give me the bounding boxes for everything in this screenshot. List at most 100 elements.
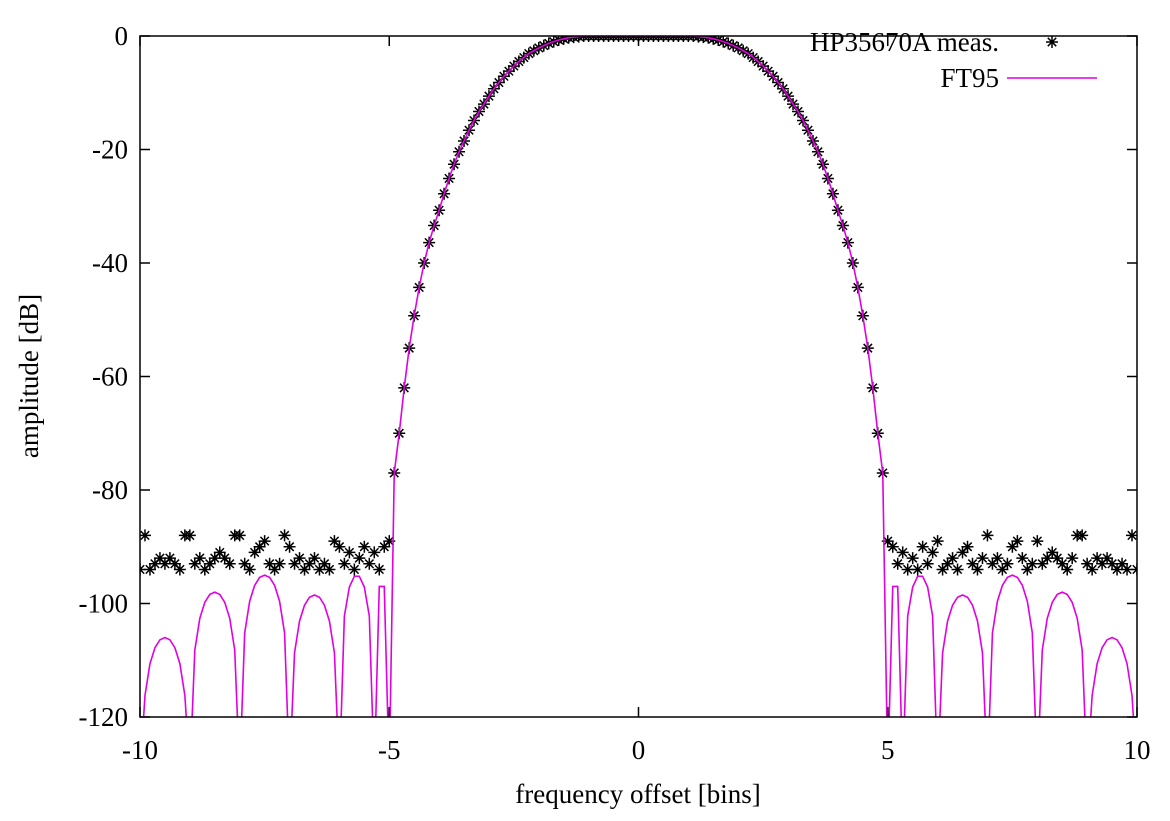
data-point xyxy=(318,557,331,570)
data-point xyxy=(238,557,251,570)
data-point xyxy=(203,557,216,570)
data-point xyxy=(921,557,934,570)
data-point xyxy=(1041,552,1054,565)
data-point xyxy=(1116,557,1129,570)
data-point xyxy=(283,540,296,553)
data-point xyxy=(1066,552,1079,565)
data-point xyxy=(213,546,226,559)
data-point xyxy=(1061,563,1074,576)
legend-marker xyxy=(1046,36,1058,48)
data-point xyxy=(936,563,949,576)
data-point xyxy=(976,552,989,565)
data-point xyxy=(333,540,346,553)
data-point xyxy=(313,563,326,576)
data-point xyxy=(1021,563,1034,576)
x-tick-label: 10 xyxy=(1124,735,1151,765)
x-tick-label: 5 xyxy=(881,735,895,765)
y-tick-label: 0 xyxy=(115,21,129,51)
x-tick-label: -10 xyxy=(122,735,158,765)
legend-label: FT95 xyxy=(940,63,999,93)
data-point xyxy=(243,563,256,576)
data-point xyxy=(886,540,899,553)
data-point xyxy=(1076,529,1089,542)
data-point xyxy=(1001,557,1014,570)
data-point xyxy=(218,552,231,565)
data-point xyxy=(193,552,206,565)
data-point xyxy=(1121,563,1134,576)
plot-border xyxy=(139,35,1138,718)
data-point xyxy=(148,557,161,570)
data-point xyxy=(1101,552,1114,565)
x-tick-label: -5 xyxy=(378,735,401,765)
data-point xyxy=(363,557,376,570)
data-point xyxy=(961,540,974,553)
data-point xyxy=(1031,535,1044,548)
data-point xyxy=(303,557,316,570)
data-point xyxy=(996,563,1009,576)
data-point xyxy=(1036,557,1049,570)
data-point xyxy=(143,563,156,576)
y-tick-label: -100 xyxy=(79,589,129,619)
data-point xyxy=(1016,552,1029,565)
data-point xyxy=(956,546,969,559)
data-point xyxy=(891,557,904,570)
data-point xyxy=(896,546,909,559)
data-point xyxy=(1096,557,1109,570)
data-point xyxy=(278,529,291,542)
y-tick-label: -120 xyxy=(79,702,129,732)
data-point xyxy=(223,557,236,570)
data-point xyxy=(288,557,301,570)
data-point xyxy=(323,563,336,576)
data-point xyxy=(308,552,321,565)
y-tick-label: -80 xyxy=(92,475,128,505)
data-point xyxy=(268,563,281,576)
data-point xyxy=(140,529,151,542)
plot-area xyxy=(140,36,1137,717)
data-point xyxy=(1106,557,1119,570)
data-point xyxy=(343,546,356,559)
data-point xyxy=(338,557,351,570)
data-point xyxy=(298,563,311,576)
data-point xyxy=(1051,552,1064,565)
x-tick-label: 0 xyxy=(632,735,646,765)
data-point xyxy=(168,557,181,570)
data-point xyxy=(1011,535,1024,548)
data-point xyxy=(233,529,246,542)
data-point xyxy=(378,540,391,553)
data-line xyxy=(142,36,1135,717)
data-point xyxy=(273,557,286,570)
data-point xyxy=(258,535,271,548)
y-tick-label: -20 xyxy=(92,135,128,165)
data-point xyxy=(1026,557,1039,570)
data-point xyxy=(1046,546,1059,559)
data-point xyxy=(248,546,261,559)
data-point xyxy=(971,563,984,576)
data-point xyxy=(263,557,276,570)
data-point xyxy=(991,552,1004,565)
data-point xyxy=(1126,529,1137,542)
y-tick-label: -40 xyxy=(92,248,128,278)
data-point xyxy=(163,552,176,565)
data-point xyxy=(368,546,381,559)
data-point xyxy=(198,563,211,576)
data-point xyxy=(941,557,954,570)
y-tick-label: -60 xyxy=(92,362,128,392)
data-point xyxy=(373,563,386,576)
data-point xyxy=(353,552,366,565)
data-point xyxy=(966,557,979,570)
data-point xyxy=(328,535,341,548)
data-point xyxy=(986,557,999,570)
data-point xyxy=(916,540,929,553)
data-point xyxy=(153,552,166,565)
data-point xyxy=(911,563,924,576)
data-point xyxy=(906,552,919,565)
data-point xyxy=(183,529,196,542)
data-point xyxy=(208,552,221,565)
data-point xyxy=(881,535,894,548)
data-point xyxy=(1111,563,1124,576)
data-point xyxy=(1006,540,1019,553)
data-point xyxy=(188,557,201,570)
legend-label: HP35670A meas. xyxy=(810,27,999,57)
